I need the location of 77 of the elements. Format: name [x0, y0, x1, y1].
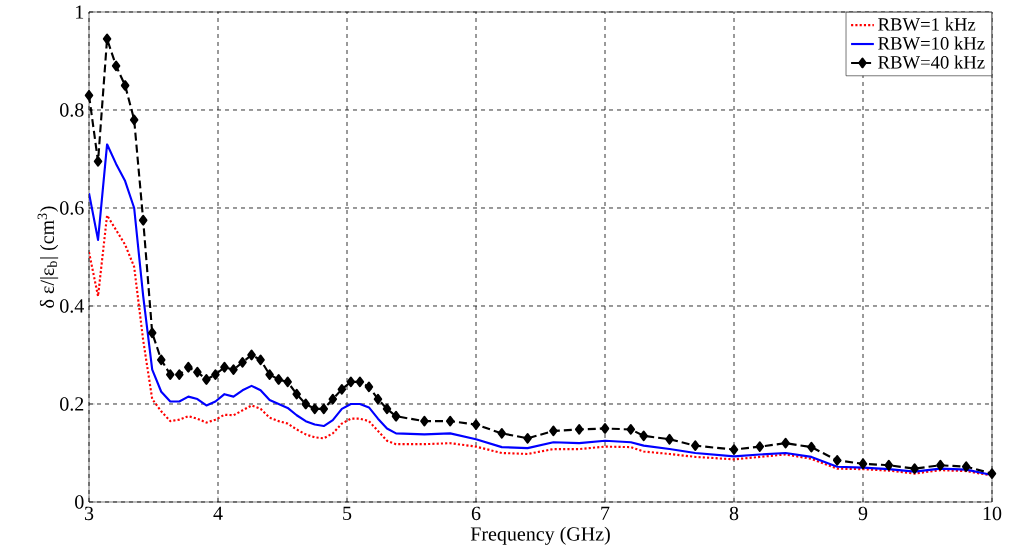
- point: [665, 433, 674, 445]
- point: [691, 440, 700, 451]
- y-tick-label: 0.4: [60, 299, 84, 313]
- point: [382, 403, 392, 415]
- y-axis-title: δ ε/|ε$_{b}$| (cm$^{3}$): [37, 206, 59, 308]
- point: [355, 376, 365, 388]
- point: [807, 441, 816, 453]
- point: [729, 444, 739, 455]
- point: [184, 361, 193, 373]
- point: [755, 441, 765, 452]
- point: [373, 393, 383, 405]
- point: [238, 357, 247, 368]
- x-tick-label: 4: [213, 506, 223, 520]
- x-tick-label: 10: [983, 506, 1002, 521]
- point: [600, 423, 610, 434]
- legend-label: RBW=40 kHz: [878, 55, 985, 69]
- point: [301, 398, 310, 410]
- point: [211, 369, 220, 380]
- point: [274, 374, 283, 385]
- point: [858, 458, 868, 470]
- y-tick-label: 0.8: [60, 103, 84, 117]
- point: [129, 114, 139, 126]
- point: [229, 364, 238, 376]
- point: [220, 361, 229, 373]
- point: [175, 369, 184, 380]
- point: [328, 393, 338, 405]
- x-axis-title: Frequency (GHz): [470, 526, 610, 545]
- point: [147, 327, 157, 339]
- point: [93, 156, 103, 167]
- point: [247, 349, 256, 361]
- point: [987, 468, 997, 479]
- point: [884, 459, 894, 471]
- legend-label: RBW=1 kHz: [878, 17, 976, 31]
- y-tick-label: 0: [75, 495, 84, 509]
- point: [292, 388, 301, 400]
- legend-label: RBW=10 kHz: [878, 36, 985, 50]
- point: [523, 432, 532, 444]
- x-tick-label: 8: [729, 506, 739, 521]
- point: [111, 60, 121, 72]
- point: [337, 383, 347, 395]
- point: [319, 403, 329, 415]
- x-tick-label: 5: [343, 506, 352, 520]
- point: [626, 424, 636, 435]
- y-tick-label: 1: [76, 5, 84, 19]
- point: [391, 410, 401, 422]
- point: [120, 80, 130, 91]
- point: [781, 437, 790, 449]
- point: [420, 415, 429, 427]
- y-tick-label: 0.2: [60, 397, 84, 411]
- point: [102, 33, 112, 45]
- point: [256, 354, 265, 366]
- x-tick-label: 7: [601, 506, 610, 520]
- y-tick-label: 0.6: [60, 201, 84, 215]
- point: [497, 428, 507, 439]
- point: [832, 455, 842, 466]
- point: [283, 376, 292, 388]
- point: [138, 214, 148, 226]
- point: [549, 425, 558, 437]
- x-tick-label: 9: [858, 506, 868, 521]
- point: [202, 374, 211, 385]
- x-tick-label: 6: [471, 506, 481, 521]
- point: [346, 376, 356, 388]
- point: [445, 415, 455, 427]
- point: [639, 430, 648, 442]
- point: [156, 354, 166, 366]
- point: [910, 463, 919, 474]
- point: [936, 459, 945, 471]
- point: [166, 369, 175, 380]
- point: [961, 461, 971, 473]
- point: [265, 369, 274, 380]
- point: [310, 403, 320, 415]
- x-tick-label: 3: [84, 506, 94, 521]
- point: [364, 381, 374, 393]
- point: [84, 89, 94, 101]
- point: [193, 366, 202, 378]
- point: [574, 424, 584, 435]
- point: [471, 419, 481, 430]
